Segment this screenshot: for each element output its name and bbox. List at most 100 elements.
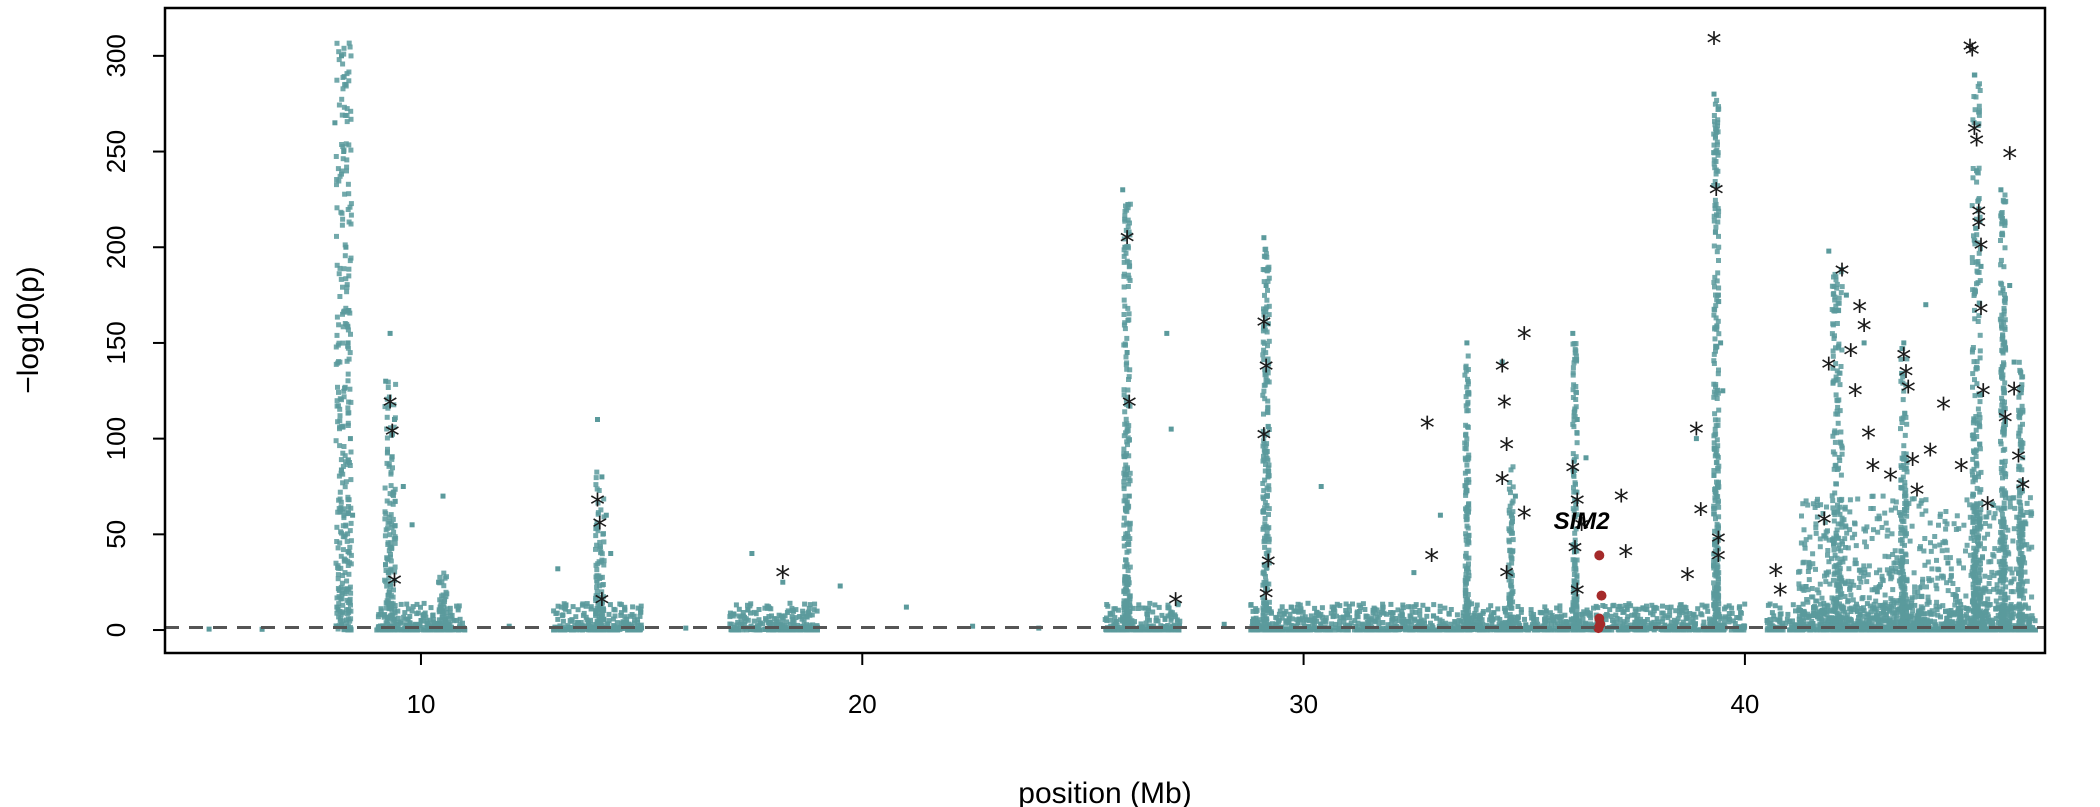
background-point	[1393, 616, 1398, 621]
background-point	[388, 512, 394, 518]
background-point	[1771, 613, 1777, 619]
background-point	[1662, 623, 1668, 629]
background-point	[1715, 206, 1721, 212]
background-point	[1983, 609, 1989, 614]
background-point	[583, 603, 589, 609]
background-point	[1591, 605, 1596, 611]
background-point	[345, 181, 351, 187]
background-point	[1488, 603, 1494, 609]
background-point	[1409, 609, 1415, 615]
background-point	[1279, 626, 1285, 632]
background-point	[1466, 569, 1472, 575]
background-point	[1903, 498, 1909, 504]
background-point	[1838, 429, 1844, 435]
background-point	[1903, 465, 1909, 471]
background-point	[1260, 481, 1266, 486]
background-point	[1830, 321, 1836, 327]
background-point	[384, 426, 390, 432]
background-point	[346, 266, 352, 272]
background-point	[1402, 625, 1408, 631]
background-point	[1407, 627, 1413, 633]
background-point	[1574, 587, 1580, 593]
background-point	[334, 77, 340, 83]
background-point	[1837, 566, 1843, 572]
background-point	[1407, 613, 1413, 619]
background-point	[1711, 381, 1717, 387]
background-point	[1573, 389, 1579, 395]
background-point	[1714, 396, 1720, 401]
background-point	[1508, 553, 1514, 559]
background-point	[627, 613, 633, 619]
background-point	[2002, 300, 2008, 306]
background-point	[1121, 253, 1127, 259]
background-point	[1523, 626, 1529, 632]
background-point	[1716, 463, 1722, 469]
background-point	[1732, 621, 1738, 626]
background-point	[1265, 457, 1271, 463]
background-point	[1125, 217, 1131, 223]
background-point	[1999, 573, 2005, 579]
background-point	[1721, 627, 1727, 632]
background-point	[1998, 257, 2004, 263]
background-point	[1175, 600, 1181, 606]
background-point	[1122, 320, 1128, 326]
background-point	[1571, 572, 1577, 577]
background-point	[1624, 617, 1630, 622]
background-point	[1121, 297, 1127, 303]
background-point	[1506, 605, 1512, 611]
background-point	[1124, 563, 1129, 569]
background-point	[1399, 613, 1405, 619]
background-point	[347, 596, 353, 602]
background-point	[1506, 507, 1512, 513]
background-point	[1836, 341, 1842, 347]
background-point	[1261, 324, 1266, 330]
background-point	[337, 608, 343, 614]
background-point	[618, 602, 624, 608]
background-point	[387, 532, 393, 538]
background-point	[1266, 623, 1272, 628]
background-point	[1904, 356, 1910, 362]
background-point	[1771, 627, 1777, 633]
background-point	[1834, 481, 1839, 487]
background-point	[1701, 619, 1707, 625]
background-point	[1400, 622, 1406, 628]
background-point	[601, 496, 607, 502]
background-point	[1999, 487, 2004, 493]
background-point	[1868, 609, 1874, 615]
background-point	[334, 524, 340, 530]
background-point	[1976, 240, 1982, 246]
background-point	[1713, 292, 1718, 298]
background-point	[1484, 627, 1490, 633]
background-point	[1570, 627, 1576, 633]
background-point	[1902, 411, 1908, 417]
background-point	[1977, 415, 1983, 421]
background-point	[563, 606, 568, 612]
background-point	[1509, 605, 1515, 611]
background-point	[1904, 531, 1909, 537]
background-point	[1153, 615, 1159, 621]
background-point	[1714, 568, 1720, 574]
background-point	[1300, 615, 1305, 621]
background-point	[1600, 603, 1606, 608]
background-point	[1711, 279, 1717, 285]
background-point	[1479, 627, 1485, 633]
background-point	[1715, 318, 1721, 324]
background-point	[1809, 618, 1815, 624]
background-point	[1716, 208, 1722, 214]
background-point	[610, 626, 616, 632]
background-point	[1466, 390, 1472, 396]
background-point	[1976, 196, 1982, 201]
background-point	[344, 321, 350, 327]
background-point	[388, 551, 393, 557]
background-point	[1369, 615, 1375, 621]
background-point	[385, 379, 391, 385]
background-point	[335, 166, 341, 172]
background-point	[1261, 453, 1266, 459]
background-point	[2001, 430, 2007, 436]
background-point	[1464, 511, 1470, 517]
background-point	[1279, 604, 1285, 610]
background-point	[344, 282, 350, 288]
background-point	[1713, 343, 1719, 349]
background-point	[1265, 356, 1271, 362]
background-point	[1510, 530, 1515, 536]
